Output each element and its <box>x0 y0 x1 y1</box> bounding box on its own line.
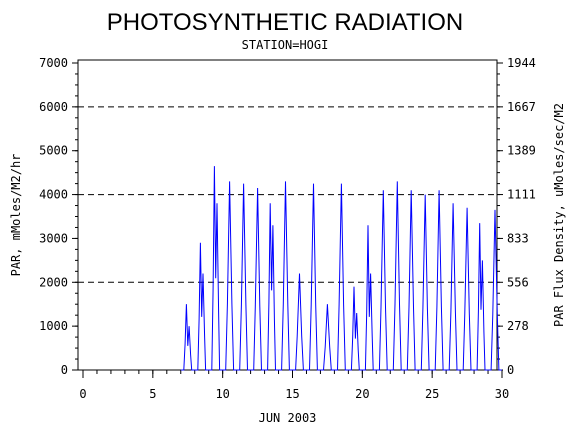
y-axis-label-left: PAR, mMoles/M2/hr <box>9 154 23 277</box>
y-axis-label-right: PAR Flux Density, uMoles/sec/M2 <box>552 103 566 327</box>
y-tick-label: 2000 <box>39 275 68 289</box>
chart-title: PHOTOSYNTHETIC RADIATION <box>107 9 463 36</box>
x-tick-label: 25 <box>425 387 439 401</box>
par-series-line <box>180 166 502 371</box>
x-tick-label: 10 <box>215 387 229 401</box>
y-tick-label: 6000 <box>39 100 68 114</box>
plot-frame <box>77 59 498 371</box>
x-tick-label: 15 <box>285 387 299 401</box>
y2-tick-label: 1944 <box>507 56 536 70</box>
gridlines <box>78 106 497 283</box>
y2-tick-label: 1389 <box>507 144 536 158</box>
y2-tick-label: 278 <box>507 319 529 333</box>
x-tick-label: 5 <box>149 387 156 401</box>
y2-tick-label: 1111 <box>507 188 536 202</box>
x-tick-label: 30 <box>495 387 509 401</box>
y2-tick-label: 833 <box>507 231 529 245</box>
y-tick-label: 3000 <box>39 231 68 245</box>
y2-tick-label: 0 <box>507 363 514 377</box>
y-tick-label: 0 <box>61 363 68 377</box>
y2-tick-label: 556 <box>507 275 529 289</box>
y-tick-label: 4000 <box>39 188 68 202</box>
chart-subtitle: STATION=HOGI <box>242 38 329 52</box>
y2-tick-label: 1667 <box>507 100 536 114</box>
x-axis-label: JUN 2003 <box>259 411 317 425</box>
y-tick-label: 7000 <box>39 56 68 70</box>
x-tick-label: 20 <box>355 387 369 401</box>
y-tick-label: 1000 <box>39 319 68 333</box>
axis-ticks: 0 1000 2000 3000 4000 5000 6000 7000 0 278 556 833 1… <box>39 56 536 401</box>
x-tick-label: 0 <box>79 387 86 401</box>
series-layer <box>180 166 502 371</box>
y-tick-label: 5000 <box>39 144 68 158</box>
